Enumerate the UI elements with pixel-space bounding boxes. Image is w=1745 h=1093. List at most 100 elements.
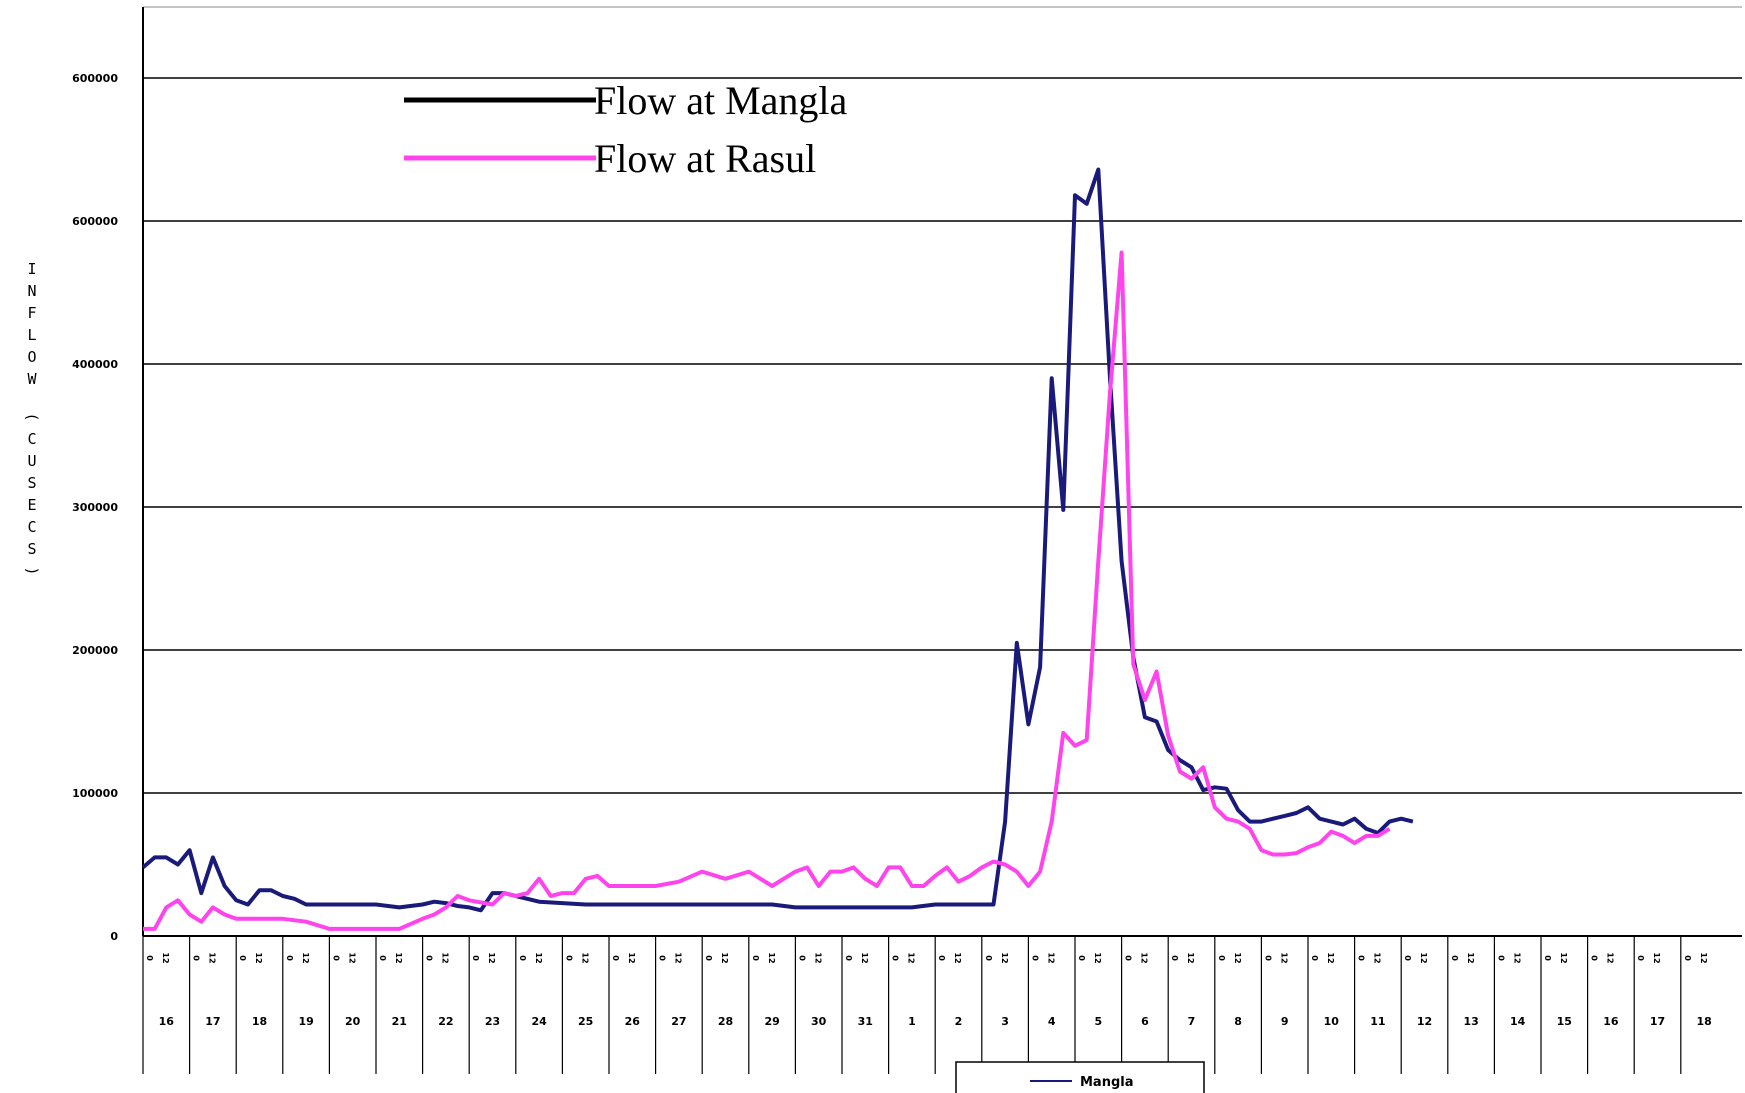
x-hour-label: 12 — [953, 952, 962, 963]
x-day-label: 24 — [531, 1015, 547, 1028]
x-hour-label: 0 — [704, 955, 713, 961]
y-tick-label: 100000 — [72, 787, 118, 800]
x-hour-label: 0 — [1543, 955, 1552, 961]
y-tick-label: 0 — [110, 930, 118, 943]
x-hour-label: 12 — [347, 952, 356, 963]
x-hour-label: 0 — [378, 955, 387, 961]
bottom-legend-box — [955, 1061, 1205, 1093]
x-hour-label: 12 — [161, 952, 170, 963]
x-day-label: 10 — [1324, 1015, 1340, 1028]
x-hour-label: 12 — [720, 952, 729, 963]
x-hour-label: 0 — [1170, 955, 1179, 961]
y-axis-label-char: S — [27, 474, 36, 492]
x-day-label: 25 — [578, 1015, 593, 1028]
x-hour-label: 0 — [238, 955, 247, 961]
x-hour-label: 0 — [331, 955, 340, 961]
y-axis-label-char: L — [27, 326, 36, 344]
x-hour-label: 12 — [1606, 952, 1615, 963]
gridlines — [142, 6, 1742, 937]
x-day-label: 18 — [252, 1015, 267, 1028]
x-hour-label: 0 — [564, 955, 573, 961]
y-axis-label-char: I — [27, 260, 36, 278]
x-hour-label: 12 — [1699, 952, 1708, 963]
x-hour-label: 12 — [487, 952, 496, 963]
x-hour-label: 12 — [1419, 952, 1428, 963]
y-axis-label-char: O — [27, 348, 36, 366]
x-hour-label: 0 — [1030, 955, 1039, 961]
x-hour-label: 0 — [751, 955, 760, 961]
y-axis-label-char: C — [27, 430, 36, 448]
x-day-label: 22 — [438, 1015, 453, 1028]
y-axis-label-char: N — [27, 282, 36, 300]
y-axis-label-char: W — [27, 370, 37, 388]
x-day-label: 29 — [764, 1015, 779, 1028]
x-hour-label: 12 — [767, 952, 776, 963]
x-day-label: 15 — [1557, 1015, 1572, 1028]
x-hour-label: 12 — [674, 952, 683, 963]
x-hour-label: 0 — [1263, 955, 1272, 961]
x-hour-label: 0 — [611, 955, 620, 961]
x-day-label: 1 — [908, 1015, 916, 1028]
x-hour-label: 0 — [518, 955, 527, 961]
x-hour-label: 0 — [1636, 955, 1645, 961]
series-line-rasul — [143, 250, 1391, 931]
x-day-label: 18 — [1696, 1015, 1711, 1028]
x-day-label: 17 — [1650, 1015, 1665, 1028]
series-lines — [141, 167, 1414, 931]
x-hour-label: 0 — [425, 955, 434, 961]
x-hour-label: 0 — [1403, 955, 1412, 961]
x-hour-label: 0 — [192, 955, 201, 961]
y-tick-label: 300000 — [72, 501, 118, 514]
x-hour-label: 12 — [208, 952, 217, 963]
series-line-mangla — [141, 167, 1414, 913]
x-hour-label: 12 — [1373, 952, 1382, 963]
x-hour-label: 0 — [1077, 955, 1086, 961]
x-day-label: 2 — [955, 1015, 963, 1028]
legend: Flow at Mangla Flow at Rasul Mangla — [404, 78, 1205, 1093]
x-day-label: 17 — [205, 1015, 220, 1028]
x-day-label: 14 — [1510, 1015, 1526, 1028]
y-axis-label-char: S — [27, 540, 36, 558]
x-hour-label: 0 — [937, 955, 946, 961]
x-day-label: 13 — [1463, 1015, 1478, 1028]
x-hour-label: 12 — [301, 952, 310, 963]
x-day-label: 3 — [1001, 1015, 1009, 1028]
x-hour-label: 0 — [1217, 955, 1226, 961]
x-hour-label: 0 — [285, 955, 294, 961]
x-hour-label: 0 — [797, 955, 806, 961]
y-axis-label-char: ) — [23, 566, 41, 575]
x-hour-label: 12 — [1512, 952, 1521, 963]
y-axis-label-char: F — [27, 304, 36, 322]
x-day-label: 6 — [1141, 1015, 1149, 1028]
x-day-label: 5 — [1094, 1015, 1102, 1028]
x-hour-label: 0 — [844, 955, 853, 961]
x-day-label: 16 — [1603, 1015, 1619, 1028]
x-hour-label: 12 — [394, 952, 403, 963]
x-hour-label: 0 — [1590, 955, 1599, 961]
x-hour-label: 12 — [1652, 952, 1661, 963]
y-tick-label: 600000 — [72, 72, 118, 85]
x-hour-label: 0 — [1450, 955, 1459, 961]
x-day-label: 9 — [1281, 1015, 1289, 1028]
bottom-legend-label: Mangla — [1080, 1075, 1134, 1090]
x-day-label: 31 — [858, 1015, 873, 1028]
x-hour-label: 12 — [1233, 952, 1242, 963]
x-hour-label: 0 — [1357, 955, 1366, 961]
x-day-label: 28 — [718, 1015, 733, 1028]
x-day-label: 30 — [811, 1015, 827, 1028]
x-day-label: 11 — [1370, 1015, 1385, 1028]
x-day-label: 12 — [1417, 1015, 1432, 1028]
y-tick-label: 200000 — [72, 644, 118, 657]
x-hour-label: 12 — [860, 952, 869, 963]
y-tick-label: 600000 — [72, 215, 118, 228]
x-day-label: 7 — [1188, 1015, 1196, 1028]
x-hour-label: 12 — [627, 952, 636, 963]
x-hour-label: 12 — [1559, 952, 1568, 963]
x-day-label: 16 — [159, 1015, 175, 1028]
y-axis-label-char: U — [27, 452, 36, 470]
x-day-label: 20 — [345, 1015, 361, 1028]
legend-label: Flow at Mangla — [594, 78, 848, 123]
x-hour-label: 12 — [1326, 952, 1335, 963]
